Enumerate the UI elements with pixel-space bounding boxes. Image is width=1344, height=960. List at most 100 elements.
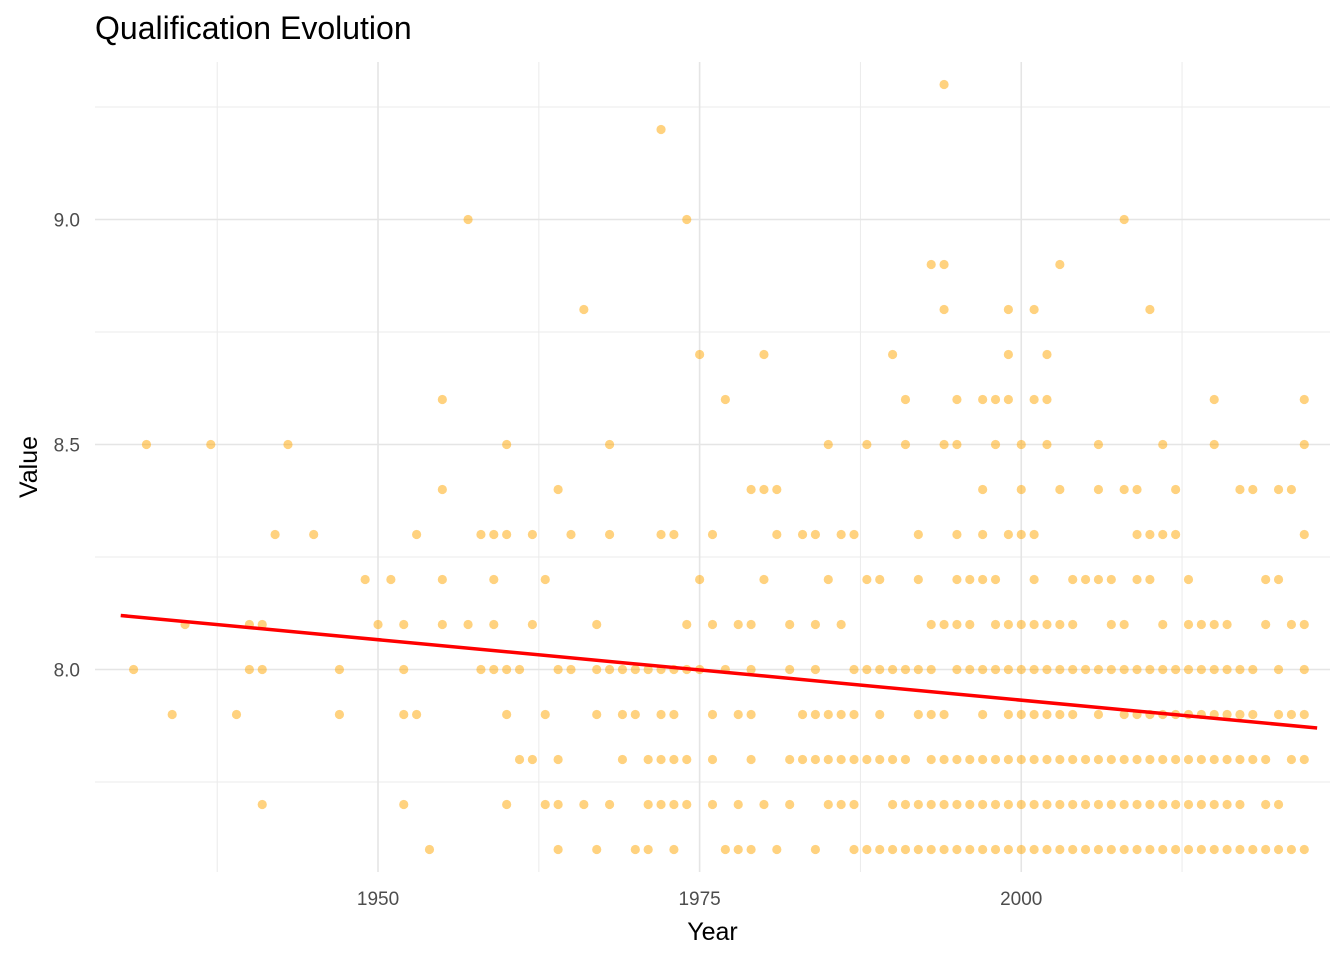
data-point <box>476 529 486 540</box>
data-point <box>1183 664 1194 675</box>
data-point <box>1119 664 1129 675</box>
x-axis-ticks: 1950 1975 2000 <box>357 889 1043 910</box>
data-point <box>553 799 563 810</box>
data-point <box>849 799 859 810</box>
data-point <box>1209 439 1219 450</box>
data-point <box>1016 844 1026 855</box>
data-point <box>1055 619 1065 630</box>
data-point <box>1132 529 1142 540</box>
data-point <box>1158 844 1168 855</box>
data-point <box>553 754 563 765</box>
data-point <box>1093 439 1104 450</box>
data-point <box>1299 529 1309 540</box>
data-point <box>888 349 898 360</box>
data-point <box>836 619 846 630</box>
data-point <box>1132 664 1142 675</box>
data-point <box>1158 529 1168 540</box>
data-point <box>1183 754 1194 765</box>
data-point <box>1055 799 1065 810</box>
data-point <box>1055 664 1065 675</box>
data-point <box>978 799 988 810</box>
data-point <box>1106 619 1116 630</box>
data-point <box>1248 484 1258 495</box>
data-point <box>643 754 653 765</box>
data-point <box>579 304 589 315</box>
data-point <box>643 799 653 810</box>
data-point <box>1119 754 1129 765</box>
data-point <box>978 754 988 765</box>
data-point <box>1016 439 1026 450</box>
data-point <box>733 619 743 630</box>
data-point <box>1055 259 1065 270</box>
data-point <box>1029 844 1039 855</box>
data-point <box>1119 619 1129 630</box>
data-point <box>810 709 821 720</box>
data-point <box>823 574 833 585</box>
data-point <box>952 394 962 405</box>
data-point <box>888 799 898 810</box>
data-point <box>862 439 872 450</box>
data-point <box>1029 394 1039 405</box>
data-point <box>1042 844 1052 855</box>
data-point <box>334 709 345 720</box>
data-point <box>1222 754 1232 765</box>
data-point <box>746 709 756 720</box>
data-point <box>1132 799 1142 810</box>
data-point <box>1003 619 1013 630</box>
data-point <box>1158 754 1168 765</box>
y-tick-label: 8.0 <box>54 661 80 682</box>
data-point <box>1119 484 1129 495</box>
data-point <box>1209 754 1219 765</box>
x-tick-label: 1975 <box>678 889 720 910</box>
data-point <box>1106 844 1116 855</box>
data-point <box>965 799 975 810</box>
data-point <box>309 529 319 540</box>
data-point <box>1042 394 1052 405</box>
data-point <box>1016 799 1026 810</box>
data-point <box>939 259 949 270</box>
data-point <box>849 529 859 540</box>
data-point <box>617 754 628 765</box>
data-point <box>759 574 769 585</box>
data-point <box>695 349 705 360</box>
data-point <box>476 664 486 675</box>
data-point <box>527 754 537 765</box>
data-point <box>1299 394 1309 405</box>
data-point <box>939 439 949 450</box>
data-point <box>772 844 782 855</box>
data-point <box>1299 844 1309 855</box>
data-point <box>656 124 666 135</box>
data-point <box>965 619 975 630</box>
x-tick-label: 2000 <box>1000 889 1042 910</box>
data-point <box>1042 619 1052 630</box>
data-point <box>579 799 589 810</box>
data-point <box>1171 529 1181 540</box>
data-point <box>862 844 872 855</box>
data-point <box>592 709 602 720</box>
data-point <box>1003 529 1013 540</box>
data-point <box>257 619 267 630</box>
data-point <box>386 574 396 585</box>
data-point <box>939 844 949 855</box>
data-point <box>604 664 615 675</box>
data-point <box>257 664 267 675</box>
data-point <box>463 619 473 630</box>
data-point <box>604 799 615 810</box>
data-point <box>1055 844 1065 855</box>
data-point <box>1080 754 1091 765</box>
data-point <box>1132 844 1142 855</box>
data-point <box>540 799 550 810</box>
data-point <box>1068 664 1078 675</box>
data-point <box>244 664 254 675</box>
data-point <box>913 574 923 585</box>
data-point <box>643 664 653 675</box>
data-point <box>888 664 898 675</box>
data-point <box>978 664 988 675</box>
data-point <box>1093 709 1104 720</box>
data-point <box>939 79 949 90</box>
data-point <box>412 529 422 540</box>
data-point <box>939 754 949 765</box>
data-point <box>1132 484 1142 495</box>
data-point <box>759 484 769 495</box>
data-point <box>1132 754 1142 765</box>
